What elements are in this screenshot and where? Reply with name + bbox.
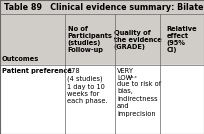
- Text: a,b,c: a,b,c: [128, 75, 137, 79]
- Text: Quality of
the evidence
(GRADE): Quality of the evidence (GRADE): [114, 29, 161, 49]
- Text: No of
Participants
(studies)
Follow-up: No of Participants (studies) Follow-up: [68, 26, 112, 53]
- Text: LOW: LOW: [117, 75, 132, 81]
- Bar: [0, 65, 204, 134]
- Bar: [0, 14, 204, 65]
- Text: Relative
effect
(95%
CI): Relative effect (95% CI): [167, 26, 197, 53]
- Text: Patient preference: Patient preference: [2, 68, 72, 74]
- Bar: [0, 0, 204, 14]
- Text: Table 89   Clinical evidence summary: Bilateral versus unila: Table 89 Clinical evidence summary: Bila…: [4, 3, 204, 12]
- Text: Outcomes: Outcomes: [2, 56, 39, 62]
- Text: 178
(4 studies)
1 day to 10
weeks for
each phase.: 178 (4 studies) 1 day to 10 weeks for ea…: [67, 68, 108, 105]
- Text: due to risk of
bias,
indirectness
and
imprecision: due to risk of bias, indirectness and im…: [117, 81, 161, 117]
- Text: VERY: VERY: [117, 68, 134, 74]
